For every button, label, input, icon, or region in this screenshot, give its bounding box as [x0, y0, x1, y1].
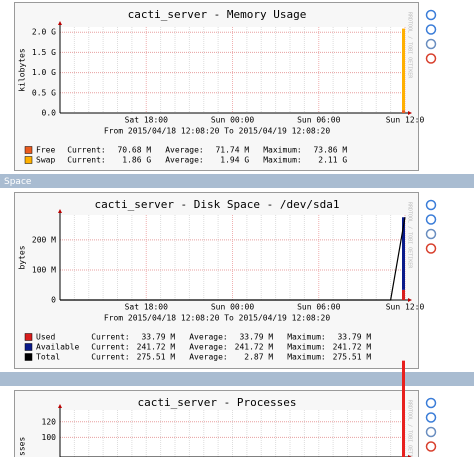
legend-label: Swap	[36, 156, 55, 165]
y-axis-label: sses	[18, 437, 27, 456]
bar	[402, 28, 405, 111]
time-period: From 2015/04/18 12:08:20 To 2015/04/19 1…	[104, 127, 331, 136]
watermark: RRDTOOL / TOBI OETIKER	[407, 202, 413, 269]
stat-label: Current:	[91, 333, 130, 342]
legend-swatch	[24, 333, 33, 341]
stat-value: 33.79 M	[239, 333, 273, 342]
legend-label: Total	[36, 353, 60, 362]
series-line	[60, 217, 406, 301]
stat-label: Average:	[189, 343, 228, 352]
stat-label: Average:	[165, 146, 204, 155]
stat-value: 241.72 M	[235, 343, 274, 352]
axis-arrow	[58, 404, 62, 408]
y-tick-label: 2.0 G	[32, 28, 56, 37]
stat-label: Average:	[189, 333, 228, 342]
graph-title: cacti_server - Disk Space - /dev/sda1	[94, 198, 339, 211]
graph-action-icon[interactable]	[425, 243, 437, 254]
graph-action-icon[interactable]	[425, 199, 437, 211]
graph-action-icon[interactable]	[425, 38, 437, 50]
legend-label: Used	[36, 333, 55, 342]
watermark: RRDTOOL / TOBI OETIKER	[407, 12, 413, 79]
stat-label: Current:	[67, 156, 106, 165]
stat-value: 70.68 M	[117, 146, 151, 155]
legend-swatch	[24, 353, 33, 361]
y-tick-label: 100 M	[32, 265, 56, 274]
x-tick-label: Sun 00:00	[211, 303, 255, 312]
bar	[402, 360, 405, 457]
stat-value: 73.86 M	[313, 146, 347, 155]
stat-value: 2.11 G	[318, 156, 347, 165]
y-tick-label: 200 M	[32, 235, 56, 244]
stat-value: 33.79 M	[337, 333, 371, 342]
legend-swatch	[24, 156, 33, 164]
graph-action-icon[interactable]	[425, 228, 437, 240]
stat-label: Current:	[67, 146, 106, 155]
x-tick-label: Sun 12:0	[386, 303, 425, 312]
bar	[402, 110, 405, 113]
y-tick-label: 1.5 G	[32, 48, 56, 57]
stat-value: 2.87 M	[244, 353, 273, 362]
graph-action-icon[interactable]	[425, 441, 437, 452]
stat-value: 241.72 M	[333, 343, 372, 352]
legend-swatch	[24, 146, 33, 154]
stat-label: Maximum:	[287, 333, 326, 342]
stat-label: Maximum:	[263, 146, 302, 155]
section-title: Space	[4, 177, 32, 187]
section-bar	[0, 372, 474, 386]
graph-action-icon[interactable]	[425, 24, 437, 35]
y-tick-label: 0	[51, 296, 56, 305]
y-tick-label: 0.0	[42, 109, 57, 118]
graph-action-icon[interactable]	[425, 53, 437, 64]
stat-value: 33.79 M	[141, 333, 175, 342]
axis-arrow	[58, 21, 62, 25]
stat-value: 1.94 G	[220, 156, 249, 165]
plot-area	[60, 410, 405, 457]
watermark: RRDTOOL / TOBI OETIKER	[407, 400, 413, 457]
y-axis-label: bytes	[18, 245, 27, 269]
graph-action-icon[interactable]	[425, 426, 437, 438]
stat-value: 241.72 M	[137, 343, 176, 352]
y-tick-label: 120	[42, 417, 57, 426]
stat-label: Current:	[91, 353, 130, 362]
x-tick-label: Sat 18:00	[125, 116, 169, 125]
graph-action-icon[interactable]	[425, 397, 437, 409]
x-tick-label: Sat 18:00	[125, 303, 169, 312]
bar	[402, 217, 405, 290]
stat-label: Maximum:	[263, 156, 302, 165]
legend-swatch	[24, 343, 33, 351]
graph-title: cacti_server - Processes	[138, 396, 297, 409]
graph-action-icon[interactable]	[425, 412, 437, 423]
stat-value: 71.74 M	[215, 146, 249, 155]
section-bar	[0, 174, 474, 188]
y-tick-label: 100	[42, 433, 57, 442]
legend-label: Available	[36, 343, 80, 352]
legend-label: Free	[36, 146, 55, 155]
axis-arrow	[58, 209, 62, 213]
bar	[402, 289, 405, 300]
axis-arrow	[408, 298, 412, 302]
time-period: From 2015/04/18 12:08:20 To 2015/04/19 1…	[104, 314, 331, 323]
stat-label: Maximum:	[287, 343, 326, 352]
x-tick-label: Sun 06:00	[297, 303, 341, 312]
graph-title: cacti_server - Memory Usage	[128, 8, 307, 21]
x-tick-label: Sun 06:00	[297, 116, 341, 125]
stat-label: Maximum:	[287, 353, 326, 362]
stat-label: Average:	[189, 353, 228, 362]
x-tick-label: Sun 00:00	[211, 116, 255, 125]
stat-value: 275.51 M	[333, 353, 372, 362]
y-axis-label: kilobytes	[18, 48, 27, 92]
x-tick-label: Sun 12:0	[386, 116, 425, 125]
stat-value: 275.51 M	[137, 353, 176, 362]
graph-action-icon[interactable]	[425, 9, 437, 21]
graph-action-icon[interactable]	[425, 214, 437, 225]
stat-label: Average:	[165, 156, 204, 165]
axis-arrow	[408, 111, 412, 115]
stat-label: Current:	[91, 343, 130, 352]
stat-value: 1.86 G	[122, 156, 151, 165]
y-tick-label: 1.0 G	[32, 68, 56, 77]
y-tick-label: 0.5 G	[32, 88, 56, 97]
